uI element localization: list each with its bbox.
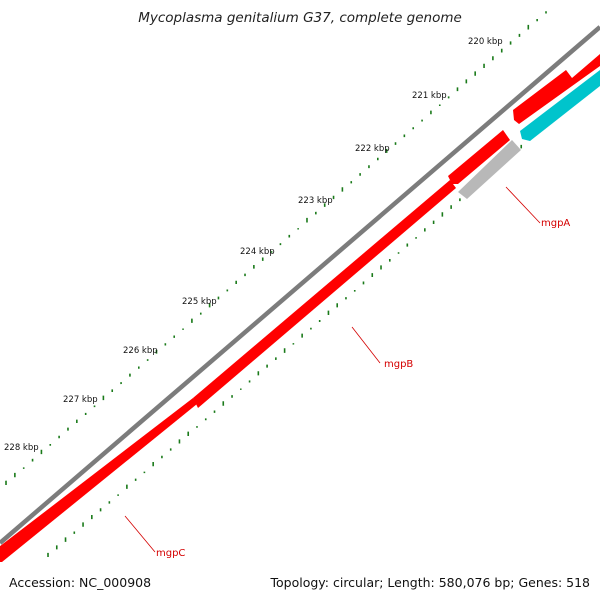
gene-upper-red-feature[interactable] [513, 54, 600, 124]
scale-label-222: 222 kbp [355, 144, 390, 154]
scale-label-220: 220 kbp [468, 37, 503, 47]
scale-label-223: 223 kbp [298, 196, 333, 206]
scale-label-227: 227 kbp [63, 395, 98, 405]
gene-label-mgpA: mgpA [541, 218, 570, 229]
map-title: Mycoplasma genitalium G37, complete geno… [138, 10, 462, 26]
mgpB-connector [351, 326, 381, 364]
outer-gc-track [5, 11, 547, 485]
scale-label-226: 226 kbp [123, 346, 158, 356]
gene-label-mgpC: mgpC [156, 548, 185, 559]
mgpC-connector [124, 515, 156, 553]
genome-backbone [0, 25, 600, 545]
inner-gc-track [47, 138, 531, 557]
gene-mgpA-feature[interactable] [458, 140, 521, 199]
gene-cyan-feature[interactable] [520, 70, 600, 141]
genome-summary-text: Topology: circular; Length: 580,076 bp; … [270, 575, 591, 590]
accession-text: Accession: NC_000908 [9, 575, 152, 590]
scale-label-224: 224 kbp [240, 247, 275, 257]
scale-label-221: 221 kbp [412, 91, 447, 101]
gene-mgpC-feature[interactable] [0, 398, 197, 562]
gene-label-mgpB: mgpB [384, 359, 413, 370]
scale-label-225: 225 kbp [182, 297, 217, 307]
scale-label-228: 228 kbp [4, 443, 39, 453]
gene-mgpB-feature[interactable] [193, 180, 456, 408]
gene-small-red-feature[interactable] [448, 130, 510, 184]
mgpA-connector [505, 186, 541, 224]
